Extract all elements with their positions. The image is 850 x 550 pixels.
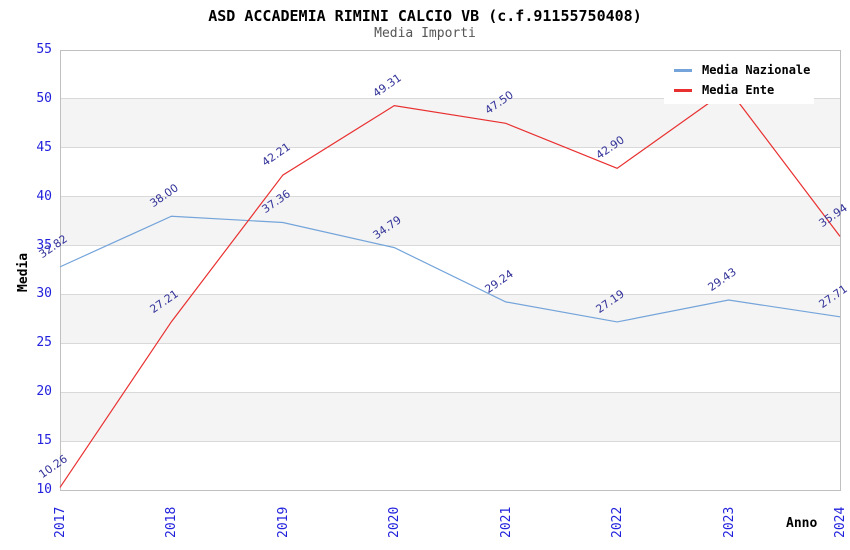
y-tick-label: 55 [36, 42, 52, 57]
y-tick-label: 45 [36, 139, 52, 155]
series-line [59, 88, 841, 488]
y-tick-label: 30 [36, 286, 52, 302]
legend-item-label: Media Ente [702, 83, 775, 97]
y-tick-label: 10 [36, 482, 52, 497]
y-gridline [60, 245, 840, 247]
plot-area-border [60, 50, 841, 491]
legend-item: Media Nazionale [674, 60, 810, 80]
y-gridline [60, 196, 840, 198]
legend-item: Media Ente [674, 80, 804, 100]
chart-title: ASD ACCADEMIA RIMINI CALCIO VB (c.f.9115… [208, 7, 642, 25]
y-gridline [60, 391, 840, 393]
y-tick-label: 25 [36, 335, 52, 351]
y-tick-label: 50 [36, 90, 52, 106]
y-gridline [60, 98, 840, 100]
series-line [59, 215, 841, 323]
plot-band [60, 294, 840, 344]
legend-item-label: Media Nazionale [702, 63, 811, 77]
y-tick-label: 15 [36, 433, 52, 449]
plot-band [60, 392, 840, 442]
y-tick-label: 20 [36, 384, 52, 400]
plot-band [60, 98, 840, 148]
y-gridline [60, 147, 840, 149]
chart-subtitle: Media Importi [374, 26, 476, 41]
y-gridline [60, 293, 840, 295]
legend-swatch-icon [674, 88, 692, 92]
legend-swatch-icon [674, 68, 692, 72]
y-gridline [60, 342, 840, 344]
y-tick-label: 35 [36, 237, 52, 253]
plot-band [60, 196, 840, 246]
y-tick-label: 40 [36, 188, 52, 204]
legend: Media Nazionale Media Ente [664, 56, 814, 104]
x-axis-title: Anno [786, 516, 818, 531]
y-gridline [60, 440, 840, 442]
